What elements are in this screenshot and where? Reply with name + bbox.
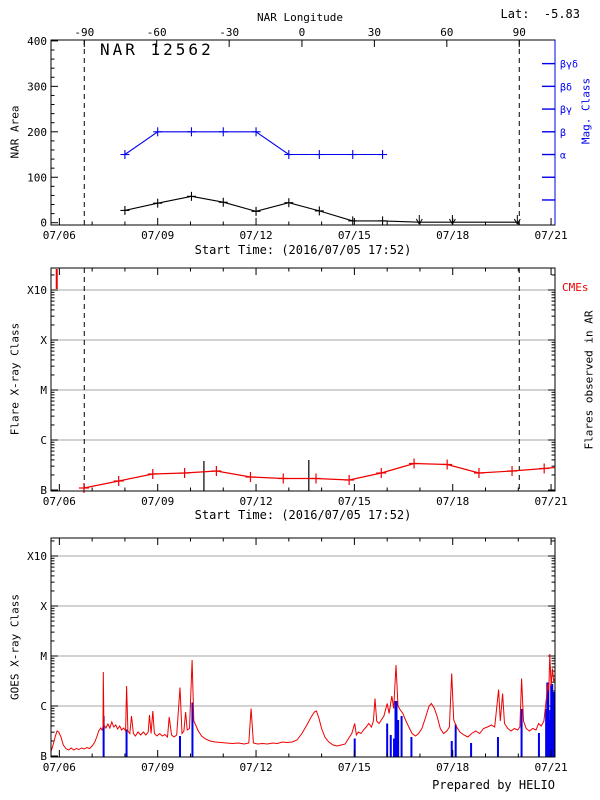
svg-text:0: 0 xyxy=(299,26,306,39)
y-axis-label-goes-class: GOES X-ray Class xyxy=(8,594,22,700)
particle-event-bar xyxy=(396,720,400,757)
particle-event-bar xyxy=(546,682,550,757)
svg-text:07/15: 07/15 xyxy=(338,229,371,242)
particle-event-bar xyxy=(496,737,499,757)
particle-event-bar xyxy=(102,716,105,757)
svg-text:60: 60 xyxy=(440,26,453,39)
particle-event-bar xyxy=(353,738,356,757)
svg-text:07/18: 07/18 xyxy=(436,229,469,242)
svg-text:-90: -90 xyxy=(74,26,94,39)
svg-text:07/09: 07/09 xyxy=(141,229,174,242)
particle-event-bar xyxy=(393,738,396,757)
page-title: NAR 12562 xyxy=(100,40,214,59)
svg-text:M: M xyxy=(40,384,47,397)
svg-text:07/09: 07/09 xyxy=(141,761,174,774)
svg-text:βγ: βγ xyxy=(560,105,572,116)
start-time-label-2: Start Time: (2016/07/05 17:52) xyxy=(194,508,412,522)
particle-event-bar xyxy=(400,716,403,757)
latitude-label: Lat: -5.83 xyxy=(500,7,580,21)
svg-text:07/21: 07/21 xyxy=(535,229,568,242)
particle-event-bar xyxy=(545,709,548,757)
svg-text:30: 30 xyxy=(368,26,381,39)
svg-text:M: M xyxy=(40,650,47,663)
particle-event-bar xyxy=(394,701,398,757)
svg-text:07/18: 07/18 xyxy=(436,495,469,508)
svg-text:07/21: 07/21 xyxy=(535,495,568,508)
svg-text:βδ: βδ xyxy=(560,82,572,93)
particle-event-bar xyxy=(454,724,457,757)
svg-text:-30: -30 xyxy=(219,26,239,39)
panel-nar-area: 0 100 200 300 400 -90 -60 -30 0 30 60 90 βγδ βδ βγ β α 07… xyxy=(27,26,578,242)
y-axis-label-flare-class: Flare X-ray Class xyxy=(8,322,22,436)
particle-event-bar xyxy=(410,737,413,757)
svg-text:100: 100 xyxy=(27,171,47,184)
svg-text:β: β xyxy=(560,128,566,139)
cmes-label: CMEs xyxy=(562,281,589,294)
svg-text:07/12: 07/12 xyxy=(239,761,272,774)
particle-event-bar xyxy=(125,729,128,757)
y-axis-label-nar-area: NAR Area xyxy=(8,105,22,159)
particle-event-bar xyxy=(520,709,523,757)
svg-text:400: 400 xyxy=(27,35,47,48)
svg-text:α: α xyxy=(560,151,566,162)
panel-goes-xray: B C M X X10 07/06 07/09 07/12 07/15 07/18 07/21 xyxy=(27,537,568,774)
svg-text:B: B xyxy=(40,750,47,763)
particle-event-bar xyxy=(450,741,453,757)
svg-text:0: 0 xyxy=(40,217,47,230)
svg-text:07/12: 07/12 xyxy=(239,495,272,508)
svg-text:07/12: 07/12 xyxy=(239,229,272,242)
particle-event-bar xyxy=(551,692,555,757)
svg-text:X10: X10 xyxy=(27,284,47,297)
right-axis-label-flares-in-ar: Flares observed in AR xyxy=(582,310,596,450)
svg-text:07/21: 07/21 xyxy=(535,761,568,774)
footer-credit: Prepared by HELIO xyxy=(432,778,555,792)
particle-event-bar xyxy=(191,702,194,757)
svg-text:07/06: 07/06 xyxy=(43,229,76,242)
panel-flare-xray: B C M X X10 07/06 07/09 07/12 07/15 07/18 07/21 xyxy=(27,267,568,508)
svg-text:07/06: 07/06 xyxy=(43,761,76,774)
svg-text:07/09: 07/09 xyxy=(141,495,174,508)
svg-text:X: X xyxy=(40,334,47,347)
svg-text:07/15: 07/15 xyxy=(338,761,371,774)
svg-text:07/06: 07/06 xyxy=(43,495,76,508)
top-axis-title: NAR Longitude xyxy=(256,11,344,24)
particle-event-bar xyxy=(386,723,389,757)
svg-text:07/18: 07/18 xyxy=(436,761,469,774)
right-axis-label-mag-class: Mag. Class xyxy=(579,77,593,145)
svg-text:X: X xyxy=(40,600,47,613)
particle-event-bar xyxy=(537,733,540,757)
particle-event-bar xyxy=(389,735,392,757)
svg-text:B: B xyxy=(40,484,47,497)
svg-text:200: 200 xyxy=(27,126,47,139)
svg-text:07/15: 07/15 xyxy=(338,495,371,508)
particle-event-bar xyxy=(470,743,473,757)
svg-text:90: 90 xyxy=(513,26,526,39)
svg-text:-60: -60 xyxy=(147,26,167,39)
svg-text:βγδ: βγδ xyxy=(560,60,578,71)
start-time-label-1: Start Time: (2016/07/05 17:52) xyxy=(194,243,412,257)
svg-text:C: C xyxy=(40,700,47,713)
svg-text:X10: X10 xyxy=(27,550,47,563)
svg-text:C: C xyxy=(40,434,47,447)
particle-event-bar xyxy=(178,736,181,757)
svg-text:300: 300 xyxy=(27,80,47,93)
